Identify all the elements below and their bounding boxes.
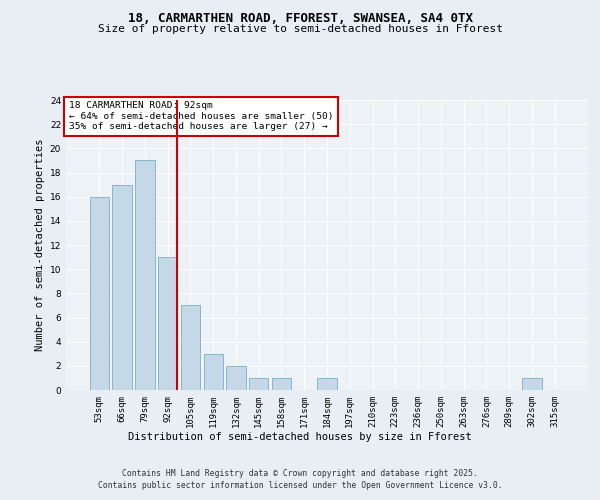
Bar: [203, 354, 223, 390]
Bar: [522, 378, 542, 390]
Bar: [181, 306, 200, 390]
Bar: [249, 378, 268, 390]
Bar: [135, 160, 155, 390]
Text: 18, CARMARTHEN ROAD, FFOREST, SWANSEA, SA4 0TX: 18, CARMARTHEN ROAD, FFOREST, SWANSEA, S…: [128, 12, 473, 26]
Text: Contains public sector information licensed under the Open Government Licence v3: Contains public sector information licen…: [98, 481, 502, 490]
Bar: [272, 378, 291, 390]
Text: 18 CARMARTHEN ROAD: 92sqm
← 64% of semi-detached houses are smaller (50)
35% of : 18 CARMARTHEN ROAD: 92sqm ← 64% of semi-…: [68, 102, 333, 132]
Text: Distribution of semi-detached houses by size in Fforest: Distribution of semi-detached houses by …: [128, 432, 472, 442]
Bar: [317, 378, 337, 390]
Y-axis label: Number of semi-detached properties: Number of semi-detached properties: [35, 138, 46, 352]
Text: Size of property relative to semi-detached houses in Fforest: Size of property relative to semi-detach…: [97, 24, 503, 34]
Bar: [90, 196, 109, 390]
Bar: [226, 366, 245, 390]
Bar: [158, 257, 178, 390]
Text: Contains HM Land Registry data © Crown copyright and database right 2025.: Contains HM Land Registry data © Crown c…: [122, 469, 478, 478]
Bar: [112, 184, 132, 390]
